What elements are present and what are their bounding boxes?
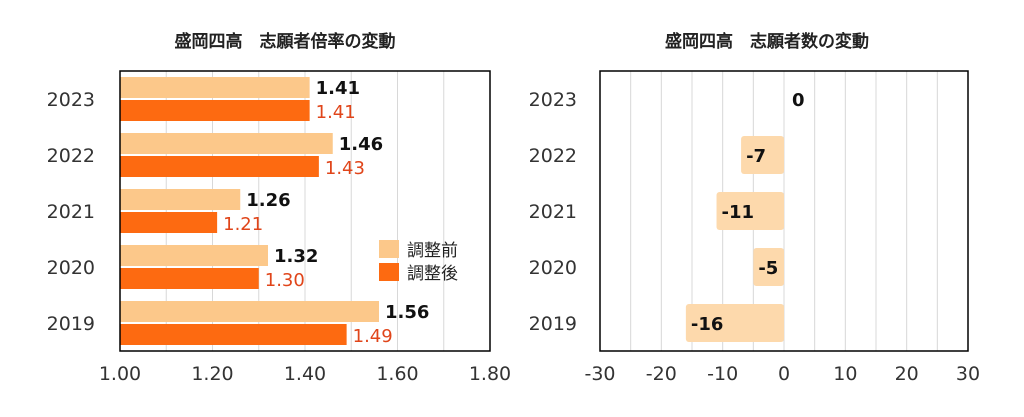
plot-frame (599, 70, 969, 352)
data-label-post: 1.41 (316, 102, 356, 123)
y-tick-label: 2022 (529, 145, 577, 167)
count-chart: 盛岡四高 志願者数の変動 0 2023 -7 2022 -11 2021 -5 2020 -16 2… (529, 31, 980, 385)
data-label-post: 1.21 (223, 214, 263, 235)
bar-pre-adjust (120, 133, 333, 154)
x-tick-label: 0 (778, 363, 790, 385)
y-tick-label: 2019 (529, 313, 577, 335)
x-tick-label: 10 (833, 363, 857, 385)
x-tick-label: 1.80 (469, 363, 511, 385)
data-label-post: 1.43 (325, 158, 365, 179)
y-tick-label: 2019 (47, 313, 95, 335)
data-label: 0 (792, 90, 805, 111)
bar-count-change (741, 136, 784, 174)
data-label-pre: 1.32 (274, 246, 318, 267)
x-tick-label: 20 (895, 363, 919, 385)
x-tick-label: 1.40 (284, 363, 326, 385)
data-label-pre: 1.46 (339, 134, 383, 155)
x-tick-label: 30 (956, 363, 980, 385)
bar-count-change (685, 304, 784, 342)
bar-count-change (716, 192, 784, 230)
data-label-pre: 1.56 (385, 302, 429, 323)
x-tick-label: 1.00 (99, 363, 141, 385)
chart-title: 盛岡四高 志願者倍率の変動 (175, 31, 396, 52)
bar-pre-adjust (120, 301, 379, 322)
bar-post-adjust (120, 324, 347, 345)
plot-frame (119, 70, 491, 352)
x-tick-label: 1.20 (191, 363, 233, 385)
x-tick-label: -20 (646, 363, 677, 385)
chart-title: 盛岡四高 志願者数の変動 (665, 31, 869, 52)
y-tick-label: 2021 (47, 201, 95, 223)
ratio-chart: 盛岡四高 志願者倍率の変動 1.41 1.41 2023 1.46 1.43 2022 1.2… (47, 31, 512, 385)
data-label-pre: 1.41 (316, 78, 360, 99)
bar-post-adjust (120, 268, 259, 289)
bar-post-adjust (120, 156, 319, 177)
y-tick-label: 2023 (529, 89, 577, 111)
data-label-post: 1.49 (353, 326, 393, 347)
data-label: -7 (746, 146, 766, 167)
data-label-post: 1.30 (265, 270, 305, 291)
y-tick-label: 2021 (529, 201, 577, 223)
legend-label-post: 調整後 (407, 264, 458, 284)
x-tick-label: 1.60 (376, 363, 418, 385)
legend-swatch-post (379, 263, 399, 281)
x-tick-label: -10 (707, 363, 738, 385)
data-label: -11 (722, 202, 755, 223)
bar-pre-adjust (120, 245, 268, 266)
y-tick-label: 2020 (47, 257, 95, 279)
y-tick-label: 2022 (47, 145, 95, 167)
bar-pre-adjust (120, 77, 310, 98)
legend-label-pre: 調整前 (407, 241, 458, 261)
bar-count-change (753, 248, 784, 286)
y-tick-label: 2020 (529, 257, 577, 279)
y-tick-label: 2023 (47, 89, 95, 111)
x-tick-label: -30 (584, 363, 615, 385)
legend-swatch-pre (379, 240, 399, 258)
data-label-pre: 1.26 (246, 190, 290, 211)
data-label: -16 (691, 314, 724, 335)
bar-post-adjust (120, 212, 218, 233)
data-label: -5 (758, 258, 778, 279)
bar-post-adjust (120, 100, 310, 121)
bar-pre-adjust (120, 189, 241, 210)
